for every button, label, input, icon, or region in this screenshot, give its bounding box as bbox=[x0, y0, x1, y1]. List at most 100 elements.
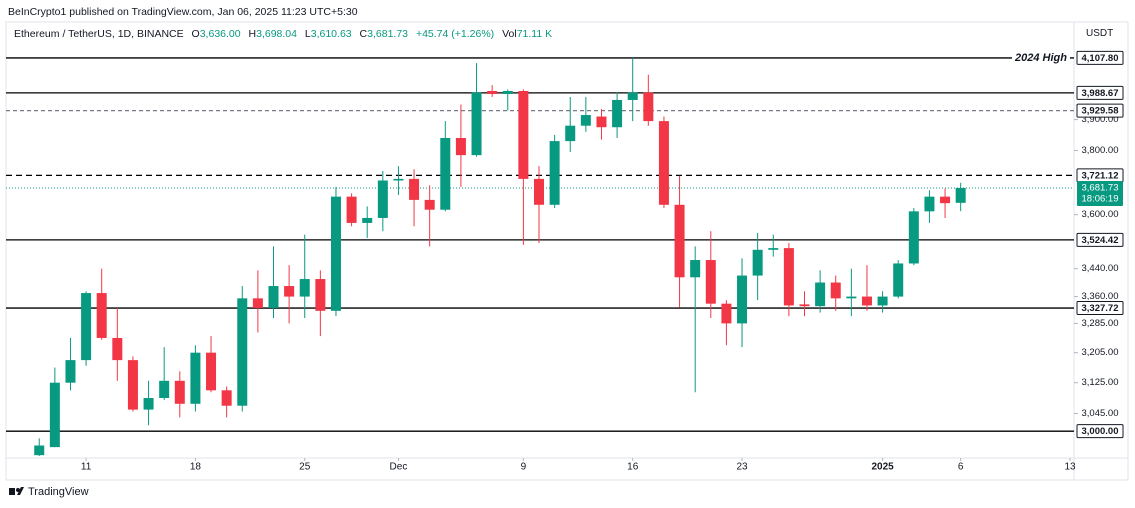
x-tick-label: 11 bbox=[81, 462, 92, 473]
candle-body bbox=[799, 304, 810, 307]
ohlc-value: 3,610.63 bbox=[310, 28, 352, 40]
candle-body bbox=[783, 248, 794, 306]
x-tick-label: Dec bbox=[390, 462, 408, 473]
candle-body bbox=[237, 298, 248, 406]
x-tick-label: 23 bbox=[736, 462, 748, 473]
candle-body bbox=[81, 293, 92, 361]
candle-body bbox=[362, 217, 373, 223]
y-tick-label: 3,800.00 bbox=[1082, 145, 1119, 156]
candle-body bbox=[721, 303, 732, 324]
candle-body bbox=[455, 138, 466, 156]
y-tick-label: 3,125.00 bbox=[1082, 377, 1119, 388]
candle-body bbox=[268, 286, 279, 308]
candle-body bbox=[502, 91, 513, 94]
y-tick-label: 3,285.00 bbox=[1082, 318, 1119, 329]
candle-body bbox=[768, 248, 779, 250]
vol-key: Vol bbox=[502, 28, 517, 40]
candle-body bbox=[690, 260, 701, 278]
x-tick-label: 9 bbox=[521, 462, 527, 473]
candle-body bbox=[940, 196, 951, 204]
candle-body bbox=[174, 380, 185, 404]
candle-body bbox=[377, 180, 388, 218]
candle-body bbox=[580, 115, 591, 126]
candle-body bbox=[252, 298, 263, 308]
candle-body bbox=[440, 138, 451, 210]
level-label: 3,721.12 bbox=[1082, 170, 1119, 181]
candle-body bbox=[752, 249, 763, 276]
legend: Ethereum / TetherUS, 1D, BINANCE O3,636.… bbox=[14, 28, 552, 40]
candle-body bbox=[658, 121, 669, 205]
level-text: 2024 High bbox=[1014, 52, 1067, 64]
candle-body bbox=[393, 178, 404, 181]
y-tick-label: 3,360.00 bbox=[1082, 291, 1119, 302]
footer-logo bbox=[9, 487, 24, 495]
candle-body bbox=[65, 360, 76, 383]
ohlc-key: H bbox=[248, 28, 257, 40]
candle-body bbox=[549, 141, 560, 205]
ohlc-key: O bbox=[191, 28, 200, 40]
x-tick-label: 16 bbox=[627, 462, 639, 473]
candle-body bbox=[955, 187, 966, 203]
x-tick-label: 13 bbox=[1064, 462, 1076, 473]
level-label-box bbox=[1076, 232, 1124, 247]
candle-body bbox=[612, 99, 623, 128]
candle-body bbox=[112, 337, 123, 361]
x-tick-label: 25 bbox=[299, 462, 311, 473]
candle-body bbox=[221, 390, 232, 406]
candle-body bbox=[924, 196, 935, 212]
candle-body bbox=[190, 352, 201, 404]
candle-body bbox=[518, 91, 529, 179]
level-label-box bbox=[1076, 50, 1124, 65]
symbol: Ethereum / TetherUS, 1D, BINANCE bbox=[14, 28, 184, 40]
publisher: BeInCrypto1 published on TradingView.com… bbox=[8, 6, 358, 18]
last-price-label: 3,681.73 bbox=[1082, 183, 1119, 194]
candle-body bbox=[893, 263, 904, 297]
ohlc-value: 3,698.04 bbox=[256, 28, 297, 40]
candle-body bbox=[127, 360, 138, 410]
change: +45.74 (+1.26%) bbox=[415, 28, 495, 40]
candle-body bbox=[737, 275, 748, 324]
y-tick-label: 3,900.00 bbox=[1082, 114, 1119, 125]
y-tick-label: 3,205.00 bbox=[1082, 347, 1119, 358]
x-tick-label: 6 bbox=[958, 462, 964, 473]
level-text-bg bbox=[1012, 50, 1070, 65]
footer: TradingView bbox=[28, 486, 89, 498]
ohlc-key: C bbox=[359, 28, 368, 40]
candle-body bbox=[409, 178, 420, 200]
candle-body bbox=[330, 196, 341, 311]
level-label: 3,000.00 bbox=[1082, 426, 1119, 437]
level-label-box bbox=[1076, 85, 1124, 100]
candle-body bbox=[830, 282, 841, 299]
candle-body bbox=[34, 445, 45, 456]
candle-body bbox=[424, 199, 435, 210]
level-label: 3,988.67 bbox=[1082, 88, 1119, 99]
y-tick-label: 3,600.00 bbox=[1082, 209, 1119, 220]
candle-body bbox=[299, 279, 310, 297]
candle-body bbox=[49, 382, 60, 448]
candle-body bbox=[346, 196, 357, 223]
candle-body bbox=[877, 296, 888, 306]
candle-body bbox=[674, 204, 685, 278]
candle-body bbox=[861, 296, 872, 306]
vol: 71.11 K bbox=[516, 28, 553, 40]
x-tick-label: 2025 bbox=[871, 462, 894, 473]
candle-body bbox=[315, 279, 326, 311]
level-label: 4,107.80 bbox=[1082, 53, 1119, 64]
currency: USDT bbox=[1086, 28, 1114, 39]
candle-body bbox=[815, 282, 826, 307]
candle-body bbox=[284, 286, 295, 297]
candle-body bbox=[159, 380, 170, 398]
candle-body bbox=[908, 211, 919, 264]
ohlc-value: 3,681.73 bbox=[367, 28, 409, 40]
candle-body bbox=[143, 397, 154, 410]
candle-body bbox=[96, 293, 107, 338]
y-tick-label: 3,440.00 bbox=[1082, 263, 1119, 274]
level-label: 3,327.72 bbox=[1082, 303, 1119, 314]
candle-body bbox=[846, 296, 857, 299]
level-label-box bbox=[1076, 103, 1124, 118]
candle-body bbox=[705, 260, 716, 304]
countdown: 18:06:19 bbox=[1082, 194, 1119, 205]
candle-body bbox=[534, 178, 544, 205]
